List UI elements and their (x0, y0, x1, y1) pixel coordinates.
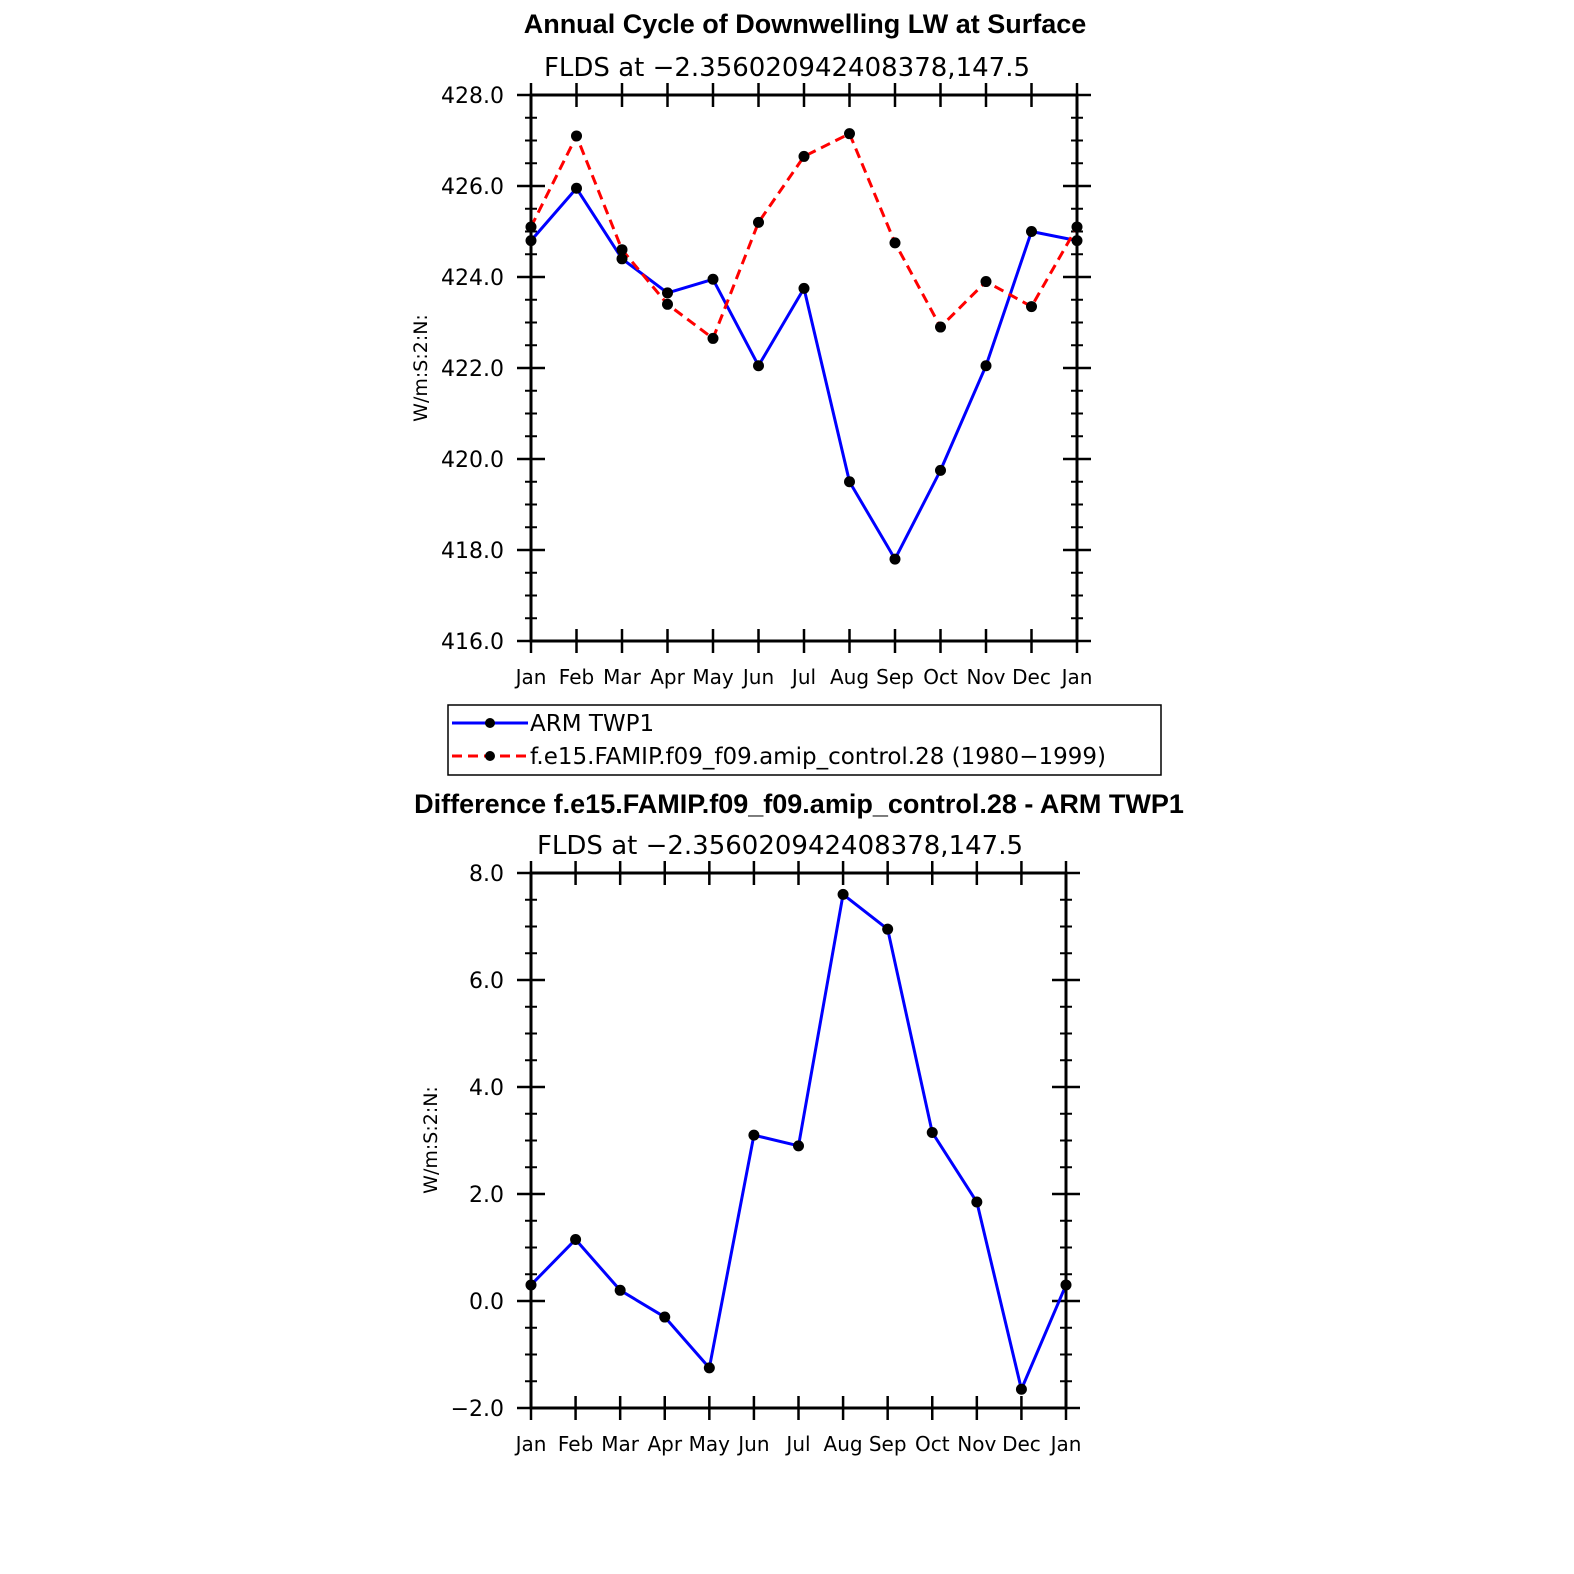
legend-marker-arm-twp1 (485, 718, 495, 728)
chart-2-series (525, 888, 1072, 1395)
legend-entry-arm-twp1: ARM TWP1 (452, 711, 654, 737)
chart-2-y-axis-label: W/m:S:2:N: (420, 1086, 442, 1194)
y-tick-label: 426.0 (441, 175, 504, 200)
y-tick-label: −2.0 (451, 1397, 504, 1422)
series-line-0 (529, 186, 1078, 561)
series-0-point (980, 360, 992, 372)
x-tick-label: Aug (824, 1432, 863, 1456)
legend-label-arm-twp1: ARM TWP1 (530, 711, 654, 737)
series-1-point (980, 276, 992, 288)
x-tick-label: Sep (876, 665, 914, 689)
series-0-point (844, 476, 855, 488)
series-1-point (798, 150, 810, 162)
series-0-point (748, 1129, 760, 1141)
x-tick-label: Jan (514, 1432, 547, 1456)
y-tick-label: 2.0 (469, 1183, 504, 1208)
y-tick-label: 420.0 (441, 448, 504, 473)
x-tick-label: Jul (784, 1432, 810, 1456)
series-0-point (1026, 226, 1037, 237)
series-0-point (703, 1362, 715, 1374)
series-1-point (707, 332, 719, 344)
y-tick-label: 0.0 (469, 1290, 504, 1315)
x-tick-label: Dec (1012, 665, 1051, 689)
series-0-point (935, 464, 946, 476)
x-tick-label: Apr (647, 1432, 682, 1456)
x-tick-label: Oct (915, 1432, 950, 1456)
series-0-point (1015, 1383, 1027, 1395)
series-1-point (1026, 301, 1037, 313)
annual-cycle-chart: Annual Cycle of Downwelling LW at Surfac… (410, 9, 1092, 689)
x-tick-label: Dec (1002, 1432, 1041, 1456)
series-1-point (662, 298, 673, 310)
series-1-point (616, 244, 628, 256)
legend-label-famip: f.e15.FAMIP.f09_f09.amip_control.28 (198… (530, 744, 1106, 770)
y-tick-label: 8.0 (469, 862, 504, 887)
series-1-point (935, 321, 946, 333)
series-0-point (662, 287, 673, 299)
chart-1-y-axis-label: W/m:S:2:N: (410, 314, 432, 422)
series-0-point (882, 923, 894, 935)
chart-2-title: Difference f.e15.FAMIP.f09_f09.amip_cont… (414, 789, 1184, 819)
x-tick-label: Mar (601, 1432, 640, 1456)
y-tick-label: 6.0 (469, 969, 504, 994)
x-tick-label: May (692, 665, 734, 689)
x-tick-label: Oct (923, 665, 958, 689)
y-tick-label: 424.0 (441, 266, 504, 291)
x-tick-label: Nov (966, 665, 1005, 689)
x-tick-label: Mar (603, 665, 642, 689)
chart-1-plot-frame (529, 93, 1079, 643)
chart-1-subtitle: FLDS at −2.356020942408378,147.5 (544, 53, 1030, 83)
legend-box (447, 704, 1162, 776)
series-1-point (889, 237, 901, 249)
y-tick-label: 416.0 (441, 630, 504, 655)
series-0-point (793, 1140, 804, 1152)
series-0-point (837, 888, 849, 900)
series-0-point (753, 360, 764, 372)
chart-1-axes: Jan Feb Mar Apr May Jun Jul Aug Sep Oct Nov Dec Jan 4… (441, 83, 1092, 689)
series-0-point (798, 282, 810, 294)
y-tick-label: 418.0 (441, 539, 504, 564)
chart-2-subtitle: FLDS at −2.356020942408378,147.5 (537, 831, 1023, 861)
legend-entry-famip: f.e15.FAMIP.f09_f09.amip_control.28 (198… (452, 744, 1106, 770)
series-0-point (926, 1126, 938, 1138)
series-0-point (971, 1196, 983, 1208)
difference-chart: Difference f.e15.FAMIP.f09_f09.amip_cont… (414, 789, 1184, 1456)
y-tick-label: 422.0 (441, 357, 504, 382)
x-tick-label: Jul (790, 665, 816, 689)
x-tick-label: Aug (830, 665, 869, 689)
x-tick-label: Jan (514, 665, 547, 689)
chart-1-title: Annual Cycle of Downwelling LW at Surfac… (524, 9, 1087, 39)
y-tick-label: 4.0 (469, 1076, 504, 1101)
series-0-point (616, 253, 628, 265)
series-1-point (571, 130, 582, 142)
x-tick-label: Feb (558, 1432, 593, 1456)
series-1-point (844, 128, 855, 140)
chart-1-series (525, 128, 1083, 565)
series-0-point (570, 1233, 582, 1245)
x-tick-label: Apr (650, 665, 685, 689)
y-tick-label: 428.0 (441, 84, 504, 109)
x-tick-label: Jun (741, 665, 774, 689)
series-0-point (889, 553, 901, 565)
legend: ARM TWP1 f.e15.FAMIP.f09_f09.amip_contro… (447, 704, 1162, 776)
series-0-point (571, 182, 582, 194)
x-tick-label: Nov (957, 1432, 996, 1456)
series-0-point (707, 273, 719, 285)
series-1-point (753, 216, 764, 228)
chart-2-plot-frame (529, 871, 1068, 1410)
x-tick-label: Jan (1049, 1432, 1082, 1456)
x-tick-label: Feb (559, 665, 594, 689)
series-0-point (614, 1284, 626, 1296)
series-0-point (659, 1311, 671, 1323)
x-tick-label: Sep (869, 1432, 907, 1456)
series-line-1 (529, 132, 1079, 340)
legend-marker-famip (485, 751, 495, 761)
x-tick-label: May (689, 1432, 731, 1456)
x-tick-label: Jan (1060, 665, 1093, 689)
x-tick-label: Jun (736, 1432, 769, 1456)
chart-2-axes: Jan Feb Mar Apr May Jun Jul Aug Sep Oct Nov Dec Jan−… (451, 861, 1082, 1456)
